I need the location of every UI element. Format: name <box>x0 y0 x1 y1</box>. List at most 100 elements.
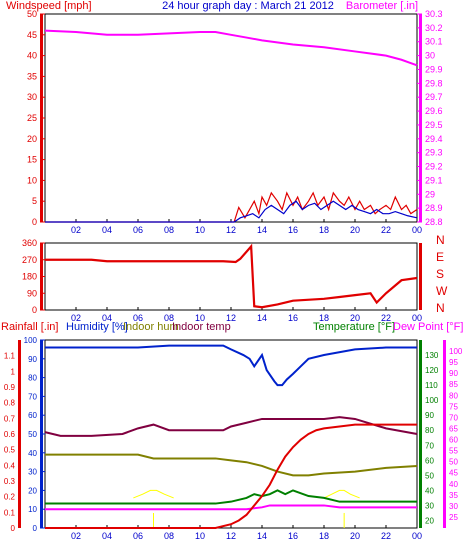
sun-curve <box>133 489 174 499</box>
humidity-tick-label: 60 <box>28 411 37 420</box>
dewpoint-tick-label: 60 <box>449 436 458 445</box>
x-tick-label: 14 <box>257 225 267 235</box>
x-tick-label: 16 <box>288 313 298 323</box>
x-tick-label: 18 <box>319 531 329 541</box>
temperature-tick-label: 60 <box>425 456 434 465</box>
windspeed-tick-label: 10 <box>27 175 37 185</box>
indoor-temp-label: Indoor temp <box>172 321 231 333</box>
windspeed-tick-label: 50 <box>27 9 37 19</box>
x-tick-label: 06 <box>133 225 143 235</box>
rain-tick-label: 0.2 <box>4 493 16 502</box>
rain-tick-label: 0.4 <box>4 461 16 470</box>
dew-point-line <box>45 504 417 511</box>
x-tick-label: 00 <box>412 313 422 323</box>
x-tick-label: 22 <box>381 531 391 541</box>
temperature-tick-label: 40 <box>425 486 434 495</box>
barometer-tick-label: 30.2 <box>425 23 443 33</box>
compass-label: W <box>436 284 448 298</box>
x-tick-label: 00 <box>412 225 422 235</box>
dewpoint-tick-label: 65 <box>449 424 458 433</box>
barometer-tick-label: 29.6 <box>425 106 443 116</box>
dewpoint-tick-label: 70 <box>449 413 458 422</box>
compass-label: N <box>436 233 445 247</box>
windspeed-tick-label: 15 <box>27 155 37 165</box>
x-tick-label: 10 <box>195 313 205 323</box>
rain-tick-label: 0.5 <box>4 446 16 455</box>
humidity-label: Humidity [%] <box>66 321 128 333</box>
temperature-label: Temperature [°F] <box>313 321 395 333</box>
sun-curve <box>323 489 360 499</box>
temperature-tick-label: 90 <box>425 411 434 420</box>
barometer-tick-label: 28.9 <box>425 203 443 213</box>
direction-plot-frame <box>44 242 418 311</box>
barometer-tick-label: 29 <box>425 189 435 199</box>
temperature-tick-label: 80 <box>425 426 434 435</box>
rain-tick-label: 1.1 <box>4 352 16 361</box>
windspeed-tick-label: 40 <box>27 51 37 61</box>
climate-plot-frame <box>44 339 418 529</box>
barometer-axis-bar <box>419 14 422 222</box>
dewpoint-tick-label: 25 <box>449 513 458 522</box>
humidity-tick-label: 30 <box>28 468 37 477</box>
barometer-tick-label: 29.8 <box>425 78 443 88</box>
dewpoint-tick-label: 75 <box>449 402 458 411</box>
temperature-tick-label: 30 <box>425 501 434 510</box>
rainfall-line <box>45 423 417 529</box>
compass-axis-bar <box>419 243 422 310</box>
x-tick-label: 12 <box>226 313 236 323</box>
x-tick-label: 06 <box>133 313 143 323</box>
barometer-tick-label: 30 <box>425 51 435 61</box>
temperature-tick-label: 20 <box>425 516 434 525</box>
barometer-tick-label: 30.3 <box>425 9 443 19</box>
dewpoint-tick-label: 80 <box>449 391 458 400</box>
rain-tick-label: 0.8 <box>4 399 16 408</box>
x-tick-label: 22 <box>381 225 391 235</box>
barometer-tick-label: 29.5 <box>425 120 443 130</box>
dewpoint-tick-label: 90 <box>449 369 458 378</box>
direction-tick-label: 270 <box>22 255 37 265</box>
x-tick-label: 04 <box>102 313 112 323</box>
x-tick-label: 06 <box>133 531 143 541</box>
dewpoint-axis-bar <box>443 340 446 528</box>
temperature-axis-bar <box>419 340 422 528</box>
x-tick-label: 18 <box>319 313 329 323</box>
temperature-tick-label: 100 <box>425 396 439 405</box>
compass-label: S <box>436 267 444 281</box>
barometer-line <box>44 29 418 67</box>
x-tick-label: 20 <box>350 313 360 323</box>
rain-axis-bar <box>18 340 21 528</box>
rain-tick-label: 0.9 <box>4 383 16 392</box>
barometer-tick-label: 29.2 <box>425 162 443 172</box>
humidity-tick-label: 20 <box>28 486 37 495</box>
x-tick-label: 14 <box>257 313 267 323</box>
direction-tick-label: 0 <box>32 305 37 315</box>
x-tick-label: 14 <box>257 531 267 541</box>
dewpoint-tick-label: 100 <box>449 347 463 356</box>
x-tick-label: 12 <box>226 531 236 541</box>
barometer-tick-label: 29.7 <box>425 92 443 102</box>
windspeed-tick-label: 0 <box>32 217 37 227</box>
dewpoint-tick-label: 30 <box>449 502 458 511</box>
x-tick-label: 02 <box>71 313 81 323</box>
windspeed-tick-label: 20 <box>27 134 37 144</box>
x-tick-label: 02 <box>71 531 81 541</box>
compass-label: E <box>436 250 444 264</box>
barometer-tick-label: 29.4 <box>425 134 443 144</box>
x-tick-label: 08 <box>164 531 174 541</box>
barometer-tick-label: 29.1 <box>425 175 443 185</box>
windspeed-tick-label: 5 <box>32 196 37 206</box>
indoor-hum-line <box>45 453 418 477</box>
humidity-tick-label: 40 <box>28 449 37 458</box>
temperature-tick-label: 130 <box>425 351 439 360</box>
temperature-tick-label: 120 <box>425 366 439 375</box>
x-tick-label: 00 <box>412 531 422 541</box>
temperature-tick-label: 70 <box>425 441 434 450</box>
x-tick-label: 20 <box>350 225 360 235</box>
windspeed-axis-title: Windspeed [mph] <box>6 0 92 12</box>
x-tick-label: 10 <box>195 225 205 235</box>
dewpoint-tick-label: 85 <box>449 380 458 389</box>
direction-tick-label: 180 <box>22 272 37 282</box>
barometer-tick-label: 30.1 <box>425 37 443 47</box>
dewpoint-label: Dew Point [°F] <box>393 321 463 333</box>
